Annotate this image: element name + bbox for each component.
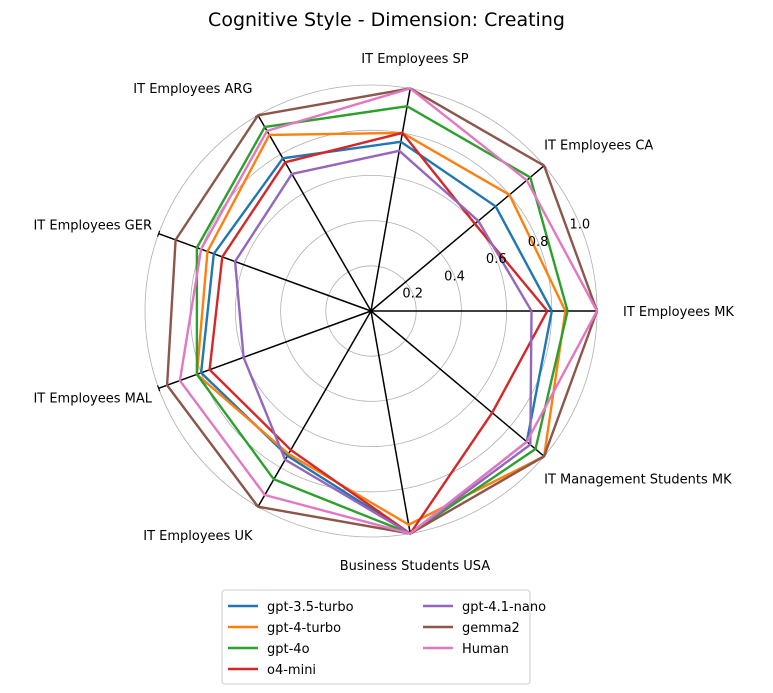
radial-tick-labels: 0.2 0.4 0.6 0.8 1.0 xyxy=(402,218,590,302)
axis-label: Business Students USA xyxy=(340,559,491,574)
series-line-5 xyxy=(165,87,599,535)
radial-tick-label: 0.2 xyxy=(402,287,423,302)
axis-spoke-5 xyxy=(158,310,372,390)
axis-label: IT Employees MAL xyxy=(33,392,152,407)
series-line-6 xyxy=(178,87,599,535)
axis-end-tick-4 xyxy=(157,230,161,237)
axis-spoke-4 xyxy=(158,232,372,312)
axis-label: IT Employees UK xyxy=(143,529,253,544)
axis-label: IT Employees ARG xyxy=(133,82,252,97)
axis-end-tick-5 xyxy=(157,385,161,392)
chart-title: Cognitive Style - Dimension: Creating xyxy=(208,9,565,31)
legend-label: gemma2 xyxy=(462,621,520,636)
legend: gpt-3.5-turbo gpt-4-turbo gpt-4o o4-mini gpt… xyxy=(221,589,546,685)
axis-spoke-1 xyxy=(370,165,545,312)
series-line-2 xyxy=(195,104,569,535)
legend-label: o4-mini xyxy=(267,663,316,678)
radial-tick-label: 0.6 xyxy=(486,252,507,267)
axis-spoke-3 xyxy=(257,114,372,312)
axis-label: IT Management Students MK xyxy=(544,473,732,488)
legend-box xyxy=(221,589,531,685)
axis-label: IT Employees GER xyxy=(33,218,152,233)
axis-label: IT Employees CA xyxy=(544,138,653,153)
axis-spoke-8 xyxy=(370,310,545,457)
series-line-3 xyxy=(208,131,549,536)
axis-spoke-6 xyxy=(257,310,372,508)
series-line-1 xyxy=(195,131,567,527)
axis-spoke-2 xyxy=(370,88,411,312)
axis-label: IT Employees MK xyxy=(623,305,734,320)
radial-tick-label: 1.0 xyxy=(569,218,590,233)
legend-label: gpt-4o xyxy=(267,642,310,657)
legend-label: gpt-4.1-nano xyxy=(462,600,546,615)
legend-label: Human xyxy=(462,642,509,657)
legend-label: gpt-3.5-turbo xyxy=(267,600,354,615)
axis-label: IT Employees SP xyxy=(361,52,468,67)
series-lines xyxy=(165,87,599,536)
axis-spoke-7 xyxy=(370,310,411,534)
radial-tick-label: 0.4 xyxy=(444,269,465,284)
series-line-4 xyxy=(233,149,533,536)
axis-labels: IT Employees MK IT Employees CA IT Employe… xyxy=(33,52,734,574)
legend-label: gpt-4-turbo xyxy=(267,621,341,636)
radial-tick-label: 0.8 xyxy=(528,235,549,250)
